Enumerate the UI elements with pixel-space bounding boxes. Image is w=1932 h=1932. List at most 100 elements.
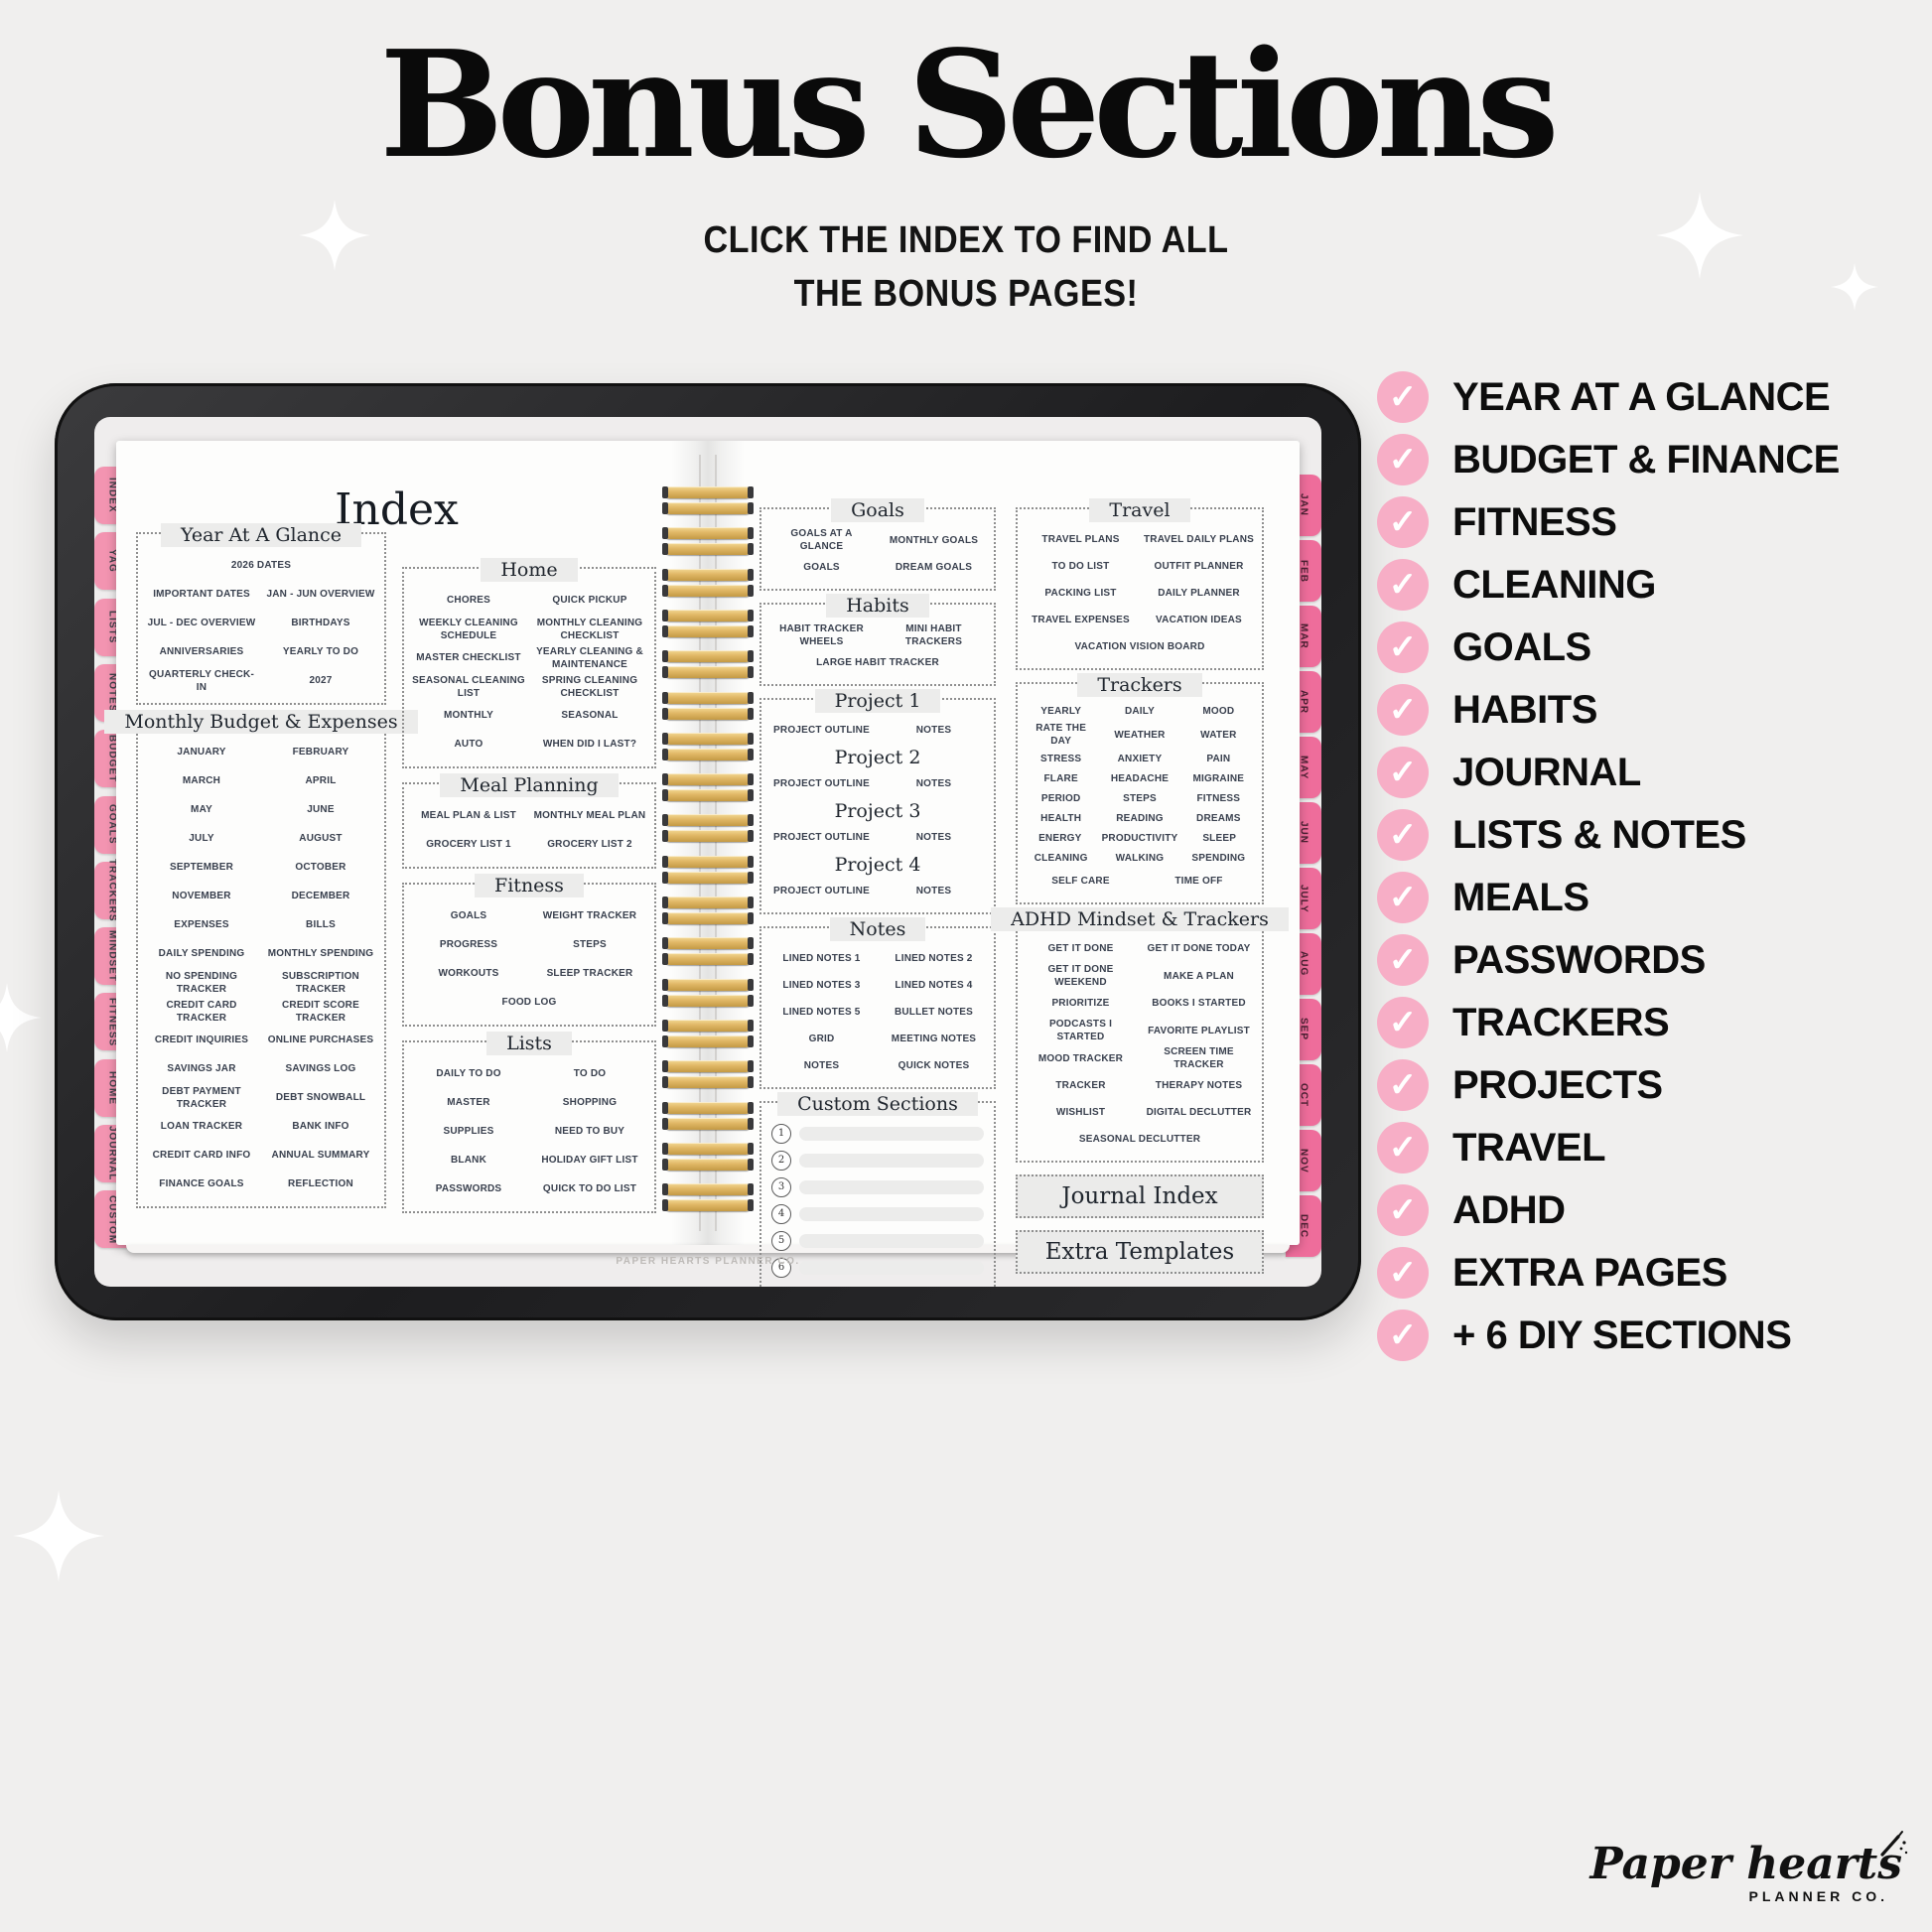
index-link-goals[interactable]: GOALS [803,562,840,573]
index-link-books-i-started[interactable]: BOOKS I STARTED [1152,998,1246,1009]
index-link-steps[interactable]: STEPS [573,939,607,950]
index-link-fitness[interactable]: FITNESS [1196,792,1241,804]
index-link-daily-to-do[interactable]: DAILY TO DO [436,1068,501,1079]
index-link-meal-plan-list[interactable]: MEAL PLAN & LIST [421,810,516,821]
index-link-lined-notes-5[interactable]: LINED NOTES 5 [782,1007,861,1018]
index-link-daily[interactable]: DAILY [1124,705,1156,717]
index-link-monthly[interactable]: MONTHLY [444,710,493,721]
index-link-water[interactable]: WATER [1200,729,1237,741]
index-link-savings-jar[interactable]: SAVINGS JAR [167,1063,236,1074]
index-link-when-did-i-last[interactable]: WHEN DID I LAST? [542,739,637,750]
index-link-jul-dec-overview[interactable]: JUL - DEC OVERVIEW [147,618,256,628]
index-link-notes[interactable]: NOTES [915,886,952,897]
index-link-anniversaries[interactable]: ANNIVERSARIES [159,646,244,657]
index-link-stress[interactable]: STRESS [1040,753,1082,764]
index-link-january[interactable]: JANUARY [177,747,226,758]
index-link-june[interactable]: JUNE [307,804,335,815]
index-link-workouts[interactable]: WORKOUTS [438,968,499,979]
index-link-lined-notes-2[interactable]: LINED NOTES 2 [895,953,973,964]
index-link-debt-payment-tracker[interactable]: DEBT PAYMENT TRACKER [162,1085,241,1110]
index-link-monthly-meal-plan[interactable]: MONTHLY MEAL PLAN [533,810,646,821]
index-link-lined-notes-3[interactable]: LINED NOTES 3 [782,980,861,991]
index-link-food-log[interactable]: FOOD LOG [501,997,557,1008]
index-link-dream-goals[interactable]: DREAM GOALS [895,562,973,573]
index-link-travel-daily-plans[interactable]: TRAVEL DAILY PLANS [1143,534,1255,545]
index-link-master[interactable]: MASTER [447,1097,490,1108]
index-link-goals[interactable]: GOALS [450,910,487,921]
index-link-get-it-done-today[interactable]: GET IT DONE TODAY [1147,943,1251,954]
index-link-lined-notes-4[interactable]: LINED NOTES 4 [895,980,973,991]
index-link-project-outline[interactable]: PROJECT OUTLINE [773,886,870,897]
index-link-anxiety[interactable]: ANXIETY [1117,753,1163,764]
index-link-yearly-cleaning-maintenance[interactable]: YEARLY CLEANING & MAINTENANCE [536,645,643,670]
index-link-grocery-list-1[interactable]: GROCERY LIST 1 [426,839,511,850]
custom-section-input[interactable] [799,1260,984,1275]
index-link-daily-planner[interactable]: DAILY PLANNER [1158,588,1240,599]
index-link-digital-declutter[interactable]: DIGITAL DECLUTTER [1146,1107,1252,1118]
index-link-to-do[interactable]: TO DO [573,1068,607,1079]
index-link-period[interactable]: PERIOD [1040,792,1081,804]
index-link-monthly-spending[interactable]: MONTHLY SPENDING [267,948,374,959]
index-link-walking[interactable]: WALKING [1115,852,1165,864]
index-link-annual-summary[interactable]: ANNUAL SUMMARY [271,1150,370,1161]
index-link-notes[interactable]: NOTES [915,778,952,789]
custom-section-slot[interactable]: 2 [771,1149,984,1172]
index-link-april[interactable]: APRIL [305,775,337,786]
index-link-expenses[interactable]: EXPENSES [174,919,229,930]
index-link-headache[interactable]: HEADACHE [1110,772,1170,784]
index-link-energy[interactable]: ENERGY [1038,832,1082,844]
index-link-therapy-notes[interactable]: THERAPY NOTES [1155,1080,1243,1091]
index-link-project-outline[interactable]: PROJECT OUTLINE [773,832,870,843]
index-link-reflection[interactable]: REFLECTION [288,1178,353,1189]
index-link-seasonal[interactable]: SEASONAL [561,710,619,721]
index-link-favorite-playlist[interactable]: FAVORITE PLAYLIST [1148,1025,1250,1036]
index-link-progress[interactable]: PROGRESS [439,939,498,950]
index-link-credit-score-tracker[interactable]: CREDIT SCORE TRACKER [282,999,359,1024]
index-link-monthly-cleaning-checklist[interactable]: MONTHLY CLEANING CHECKLIST [536,617,643,641]
index-link-sleep[interactable]: SLEEP [1202,832,1237,844]
index-link-november[interactable]: NOVEMBER [172,891,231,901]
index-link-project-outline[interactable]: PROJECT OUTLINE [773,778,870,789]
index-link-notes[interactable]: NOTES [915,725,952,736]
index-link-habit-tracker-wheels[interactable]: HABIT TRACKER WHEELS [779,623,864,647]
index-link-podcasts-i-started[interactable]: PODCASTS I STARTED [1048,1019,1113,1042]
index-link-may[interactable]: MAY [191,804,212,815]
index-link-need-to-buy[interactable]: NEED TO BUY [554,1126,625,1137]
index-link-passwords[interactable]: PASSWORDS [435,1183,502,1194]
index-link-february[interactable]: FEBRUARY [292,747,349,758]
custom-section-slot[interactable]: 6 [771,1256,984,1279]
index-link-auto[interactable]: AUTO [454,739,483,750]
index-link-yearly-to-do[interactable]: YEARLY TO DO [282,646,359,657]
index-link-march[interactable]: MARCH [182,775,221,786]
index-link-bullet-notes[interactable]: BULLET NOTES [894,1007,974,1018]
index-link-migraine[interactable]: MIGRAINE [1192,772,1245,784]
index-link-get-it-done-weekend[interactable]: GET IT DONE WEEKEND [1047,964,1114,988]
index-link-august[interactable]: AUGUST [299,833,343,844]
index-link-savings-log[interactable]: SAVINGS LOG [285,1063,356,1074]
index-link-blank[interactable]: BLANK [451,1155,486,1166]
index-link-yearly[interactable]: YEARLY [1040,705,1082,717]
index-link-birthdays[interactable]: BIRTHDAYS [291,618,350,628]
index-link-mini-habit-trackers[interactable]: MINI HABIT TRACKERS [904,623,963,647]
index-link-project-outline[interactable]: PROJECT OUTLINE [773,725,870,736]
index-link-flare[interactable]: FLARE [1043,772,1078,784]
index-link-september[interactable]: SEPTEMBER [169,862,234,873]
section-banner-journal-index[interactable]: Journal Index [1016,1174,1264,1218]
index-link-october[interactable]: OCTOBER [295,862,346,873]
index-link-health[interactable]: HEALTH [1040,812,1082,824]
index-link-meeting-notes[interactable]: MEETING NOTES [891,1034,977,1044]
index-link-wishlist[interactable]: WISHLIST [1055,1107,1106,1118]
index-link-debt-snowball[interactable]: DEBT SNOWBALL [275,1092,366,1103]
custom-section-input[interactable] [799,1153,984,1168]
index-link-screen-time-tracker[interactable]: SCREEN TIME TRACKER [1164,1046,1234,1070]
index-link-vacation-vision-board[interactable]: VACATION VISION BOARD [1074,641,1205,652]
index-link-subscription-tracker[interactable]: SUBSCRIPTION TRACKER [282,970,359,995]
custom-section-input[interactable] [799,1233,984,1248]
index-link-holiday-gift-list[interactable]: HOLIDAY GIFT LIST [541,1155,638,1166]
index-link-bills[interactable]: BILLS [306,919,336,930]
index-link-daily-spending[interactable]: DAILY SPENDING [158,948,245,959]
index-link-self-care[interactable]: SELF CARE [1051,876,1110,887]
custom-section-slot[interactable]: 5 [771,1229,984,1252]
index-link-weekly-cleaning-schedule[interactable]: WEEKLY CLEANING SCHEDULE [419,617,518,641]
index-link-quick-pickup[interactable]: QUICK PICKUP [552,595,627,606]
